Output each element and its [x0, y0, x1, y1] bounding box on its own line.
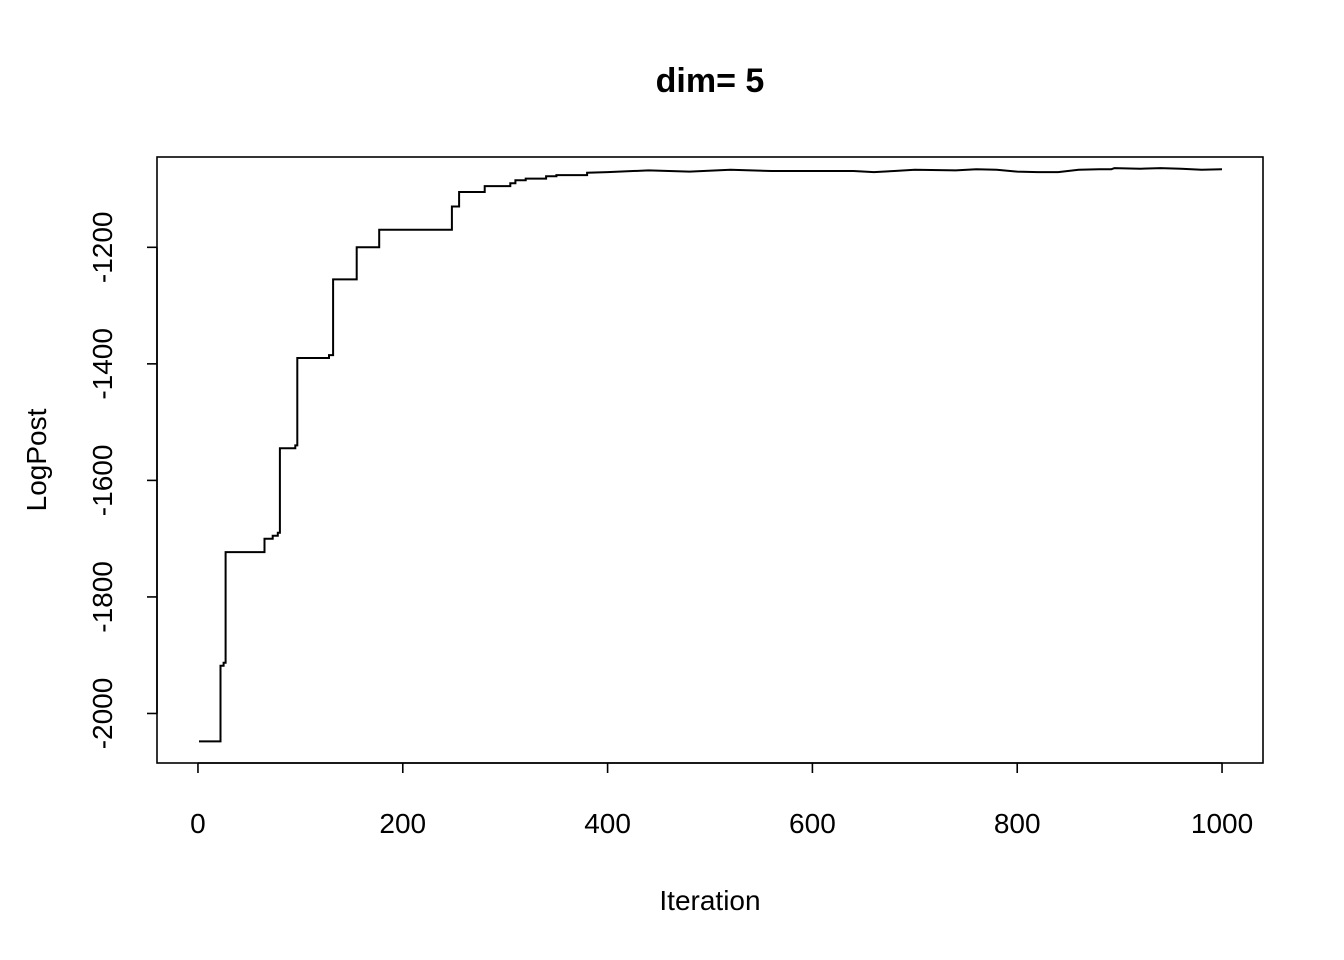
x-axis-label: Iteration — [659, 885, 760, 916]
x-tick-label: 400 — [584, 808, 631, 839]
y-axis-label: LogPost — [21, 408, 52, 511]
x-axis: 0 200 400 600 800 1000 — [190, 762, 1253, 839]
x-tick-label: 600 — [789, 808, 836, 839]
y-tick-label: -2000 — [87, 678, 118, 750]
x-tick-label: 0 — [190, 808, 206, 839]
y-tick-label: -1200 — [87, 212, 118, 284]
series-line-logpost — [199, 167, 1223, 743]
x-tick-label: 800 — [994, 808, 1041, 839]
y-tick-label: -1400 — [87, 328, 118, 400]
x-tick-label: 1000 — [1191, 808, 1253, 839]
y-axis: -2000 -1800 -1600 -1400 -1200 — [87, 212, 158, 750]
x-tick-label: 200 — [379, 808, 426, 839]
y-tick-label: -1600 — [87, 445, 118, 517]
y-tick-label: -1800 — [87, 561, 118, 633]
chart-title: dim= 5 — [656, 62, 765, 100]
plot-area-border — [156, 156, 1264, 764]
